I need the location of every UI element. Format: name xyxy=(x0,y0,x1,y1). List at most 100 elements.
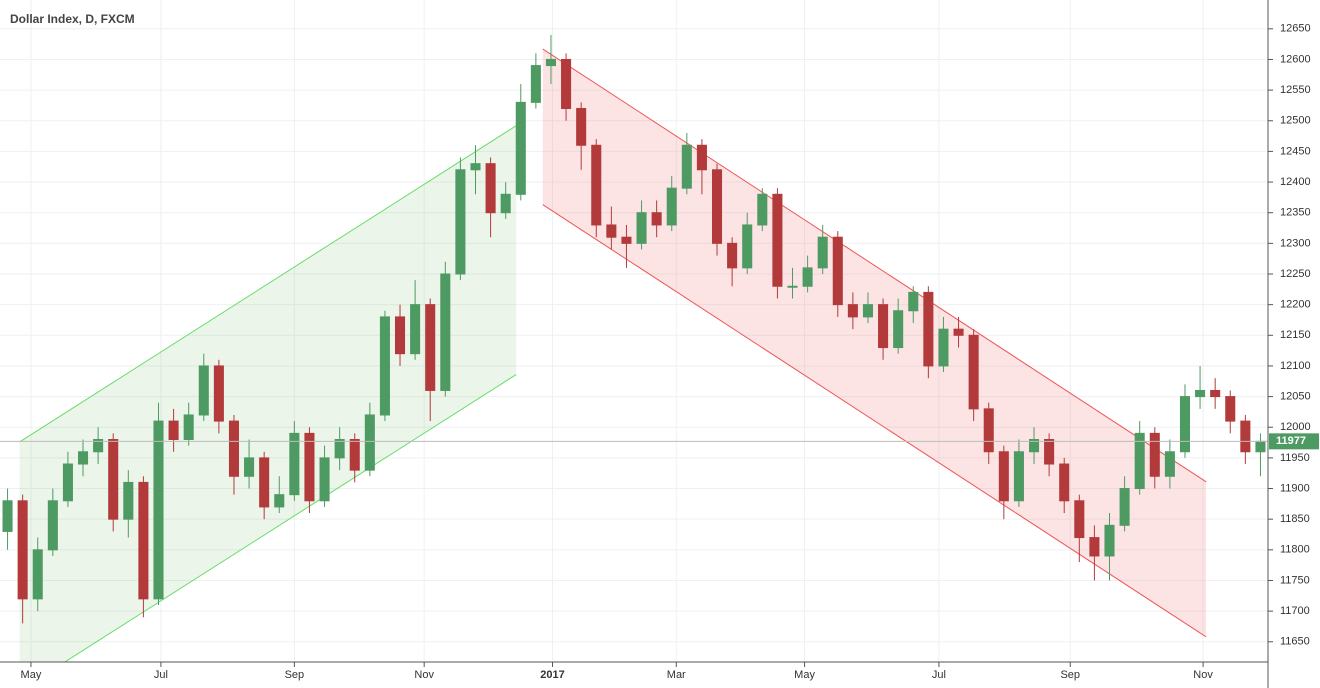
candle-body xyxy=(1028,438,1040,453)
y-tick-label: 12650 xyxy=(1280,23,1311,35)
candle-body xyxy=(681,144,692,189)
candle-body xyxy=(364,414,375,471)
y-tick-label: 12250 xyxy=(1280,268,1311,280)
candle-body xyxy=(379,316,390,416)
x-tick-label: May xyxy=(21,669,42,681)
candle-body xyxy=(591,144,602,226)
candle-body xyxy=(1089,537,1100,557)
candle-body xyxy=(93,438,104,453)
candle-body xyxy=(304,432,315,502)
candle-body xyxy=(621,236,632,244)
plot-area xyxy=(0,34,1268,662)
candle-body xyxy=(847,304,858,318)
y-tick-label: 11950 xyxy=(1280,452,1310,464)
candle-body xyxy=(1240,420,1251,453)
candle-body xyxy=(1134,432,1145,490)
candle-body xyxy=(998,451,1009,502)
candle-body xyxy=(1179,396,1191,453)
candle-body xyxy=(153,420,164,600)
candle-body xyxy=(183,414,194,440)
last-price-box xyxy=(1269,433,1319,450)
candle-body xyxy=(213,365,224,422)
candle-body xyxy=(138,481,149,600)
x-tick-label: Nov xyxy=(414,669,434,681)
candle-body xyxy=(198,365,209,416)
last-price-label: 11977 xyxy=(1276,435,1306,447)
y-tick-label: 12450 xyxy=(1280,145,1311,157)
candle-body xyxy=(953,328,964,336)
candle-body xyxy=(500,193,511,214)
candle-body xyxy=(742,224,753,269)
y-tick-label: 11900 xyxy=(1280,482,1310,494)
candle-body xyxy=(485,163,496,214)
candle-body xyxy=(77,451,89,465)
candle-body xyxy=(968,334,979,410)
y-tick-label: 12500 xyxy=(1280,115,1311,127)
y-tick-label: 11850 xyxy=(1280,513,1310,525)
candle-body xyxy=(908,291,919,312)
chart-title: Dollar Index, D, FXCM xyxy=(10,12,135,26)
y-tick-label: 12400 xyxy=(1280,176,1311,188)
candle-body xyxy=(108,438,119,520)
candle-body xyxy=(711,169,723,244)
x-tick-label: Jul xyxy=(932,669,946,681)
candle-body xyxy=(440,273,451,391)
candle-body xyxy=(666,187,677,226)
channel-lower xyxy=(63,374,517,662)
y-tick-label: 11650 xyxy=(1280,636,1310,648)
candle-body xyxy=(123,481,134,520)
x-tick-label: Mar xyxy=(667,669,686,681)
candle-body xyxy=(394,316,406,355)
candle-body xyxy=(787,285,798,288)
candle-body xyxy=(561,58,572,109)
candle-body xyxy=(1149,432,1160,477)
candle-body xyxy=(349,438,360,471)
candle-body xyxy=(244,457,255,477)
candle-body xyxy=(274,494,285,508)
candle-body xyxy=(410,304,421,355)
y-tick-label: 12100 xyxy=(1280,360,1311,372)
candle-body xyxy=(168,420,179,440)
y-tick-label: 12050 xyxy=(1280,390,1311,402)
candle-body xyxy=(757,193,768,226)
candle-body xyxy=(1059,463,1070,502)
candle-body xyxy=(545,58,557,67)
y-tick-label: 11800 xyxy=(1280,544,1310,556)
candle-body xyxy=(334,438,345,459)
y-tick-label: 12300 xyxy=(1280,237,1311,249)
candle-body xyxy=(1104,524,1115,557)
candle-body xyxy=(817,236,828,269)
x-tick-label: Sep xyxy=(285,669,305,681)
y-tick-label: 12350 xyxy=(1280,207,1311,219)
candle-body xyxy=(47,500,58,551)
candle-body xyxy=(862,304,874,318)
candle-body xyxy=(17,500,28,600)
grid xyxy=(0,0,1268,662)
y-tick-label: 12200 xyxy=(1280,299,1311,311)
candle-body xyxy=(938,328,949,367)
x-tick-label: Nov xyxy=(1193,669,1213,681)
candle-body xyxy=(1013,451,1024,502)
candle-body xyxy=(651,212,662,226)
y-tick-label: 12000 xyxy=(1280,421,1311,433)
candle-body xyxy=(802,267,813,287)
candle-body xyxy=(425,304,436,391)
candle-body xyxy=(289,432,300,496)
candle-body xyxy=(878,304,889,349)
candle-body xyxy=(696,144,707,171)
candle-body xyxy=(515,101,526,195)
candle-body xyxy=(1164,451,1175,477)
candle-body xyxy=(228,420,240,477)
candle-body xyxy=(1195,389,1206,398)
candle-body xyxy=(636,212,647,244)
candle-body xyxy=(1119,488,1130,526)
axes: 11650 11700 11750 11800 11850 11900 11950 12000… xyxy=(21,23,1319,681)
candle-body xyxy=(1074,500,1085,539)
y-tick-label: 11750 xyxy=(1280,574,1310,586)
channel-lower xyxy=(542,204,1207,638)
channel-fill xyxy=(542,49,1207,637)
candle-body xyxy=(1044,438,1055,465)
